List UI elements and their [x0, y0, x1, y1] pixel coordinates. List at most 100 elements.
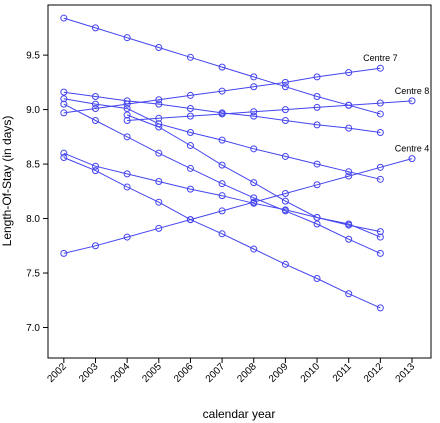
data-point	[376, 228, 384, 236]
series-layer	[60, 14, 416, 312]
data-point	[60, 149, 68, 157]
data-point	[155, 96, 163, 104]
series-6	[60, 100, 384, 257]
data-point	[408, 97, 416, 105]
data-point	[218, 180, 226, 188]
data-point	[123, 170, 131, 178]
series-label: Centre 8	[395, 86, 430, 96]
data-point	[91, 105, 99, 113]
data-point	[313, 121, 321, 129]
data-point	[281, 78, 289, 86]
series-label: Centre 4	[395, 144, 430, 154]
data-point	[186, 142, 194, 150]
series-5	[60, 95, 384, 183]
data-point	[186, 105, 194, 113]
data-point	[60, 109, 68, 117]
y-tick-label: 7.5	[26, 269, 40, 280]
data-point	[313, 181, 321, 189]
x-tick-label: 2011	[331, 361, 354, 384]
x-tick-label: 2008	[235, 361, 259, 385]
y-axis-title: Length-Of-Stay (in days)	[0, 116, 14, 247]
data-point	[250, 73, 258, 81]
series-line	[63, 91, 381, 133]
series-line	[63, 157, 381, 309]
data-point	[376, 128, 384, 136]
data-point	[313, 103, 321, 111]
data-point	[123, 233, 131, 241]
data-point	[345, 290, 353, 298]
data-point	[376, 175, 384, 183]
data-point	[345, 69, 353, 77]
data-point	[123, 183, 131, 191]
data-point	[91, 167, 99, 175]
data-point	[186, 164, 194, 172]
data-point	[186, 91, 194, 99]
data-point	[376, 110, 384, 118]
series-line	[63, 152, 381, 233]
data-point	[123, 34, 131, 42]
data-point	[60, 14, 68, 22]
data-point	[155, 149, 163, 157]
x-tick-label: 2005	[140, 361, 164, 385]
series-2	[60, 64, 384, 117]
data-point	[250, 145, 258, 153]
data-point	[218, 87, 226, 95]
series-4	[60, 88, 384, 136]
data-point	[91, 93, 99, 101]
data-point	[281, 189, 289, 197]
data-point	[155, 43, 163, 51]
x-tick-label: 2007	[204, 361, 228, 385]
series-10	[60, 155, 416, 257]
data-point	[281, 106, 289, 114]
data-point	[313, 160, 321, 168]
data-point	[91, 24, 99, 32]
data-point	[186, 185, 194, 193]
data-point	[281, 83, 289, 91]
data-point	[250, 245, 258, 253]
data-point	[60, 88, 68, 96]
data-point	[123, 97, 131, 105]
series-line	[63, 98, 381, 180]
data-point	[250, 83, 258, 91]
y-tick-label: 9.5	[26, 51, 40, 62]
data-point	[155, 123, 163, 131]
data-point	[345, 235, 353, 243]
data-point	[155, 198, 163, 206]
data-point	[313, 274, 321, 282]
series-label: Centre 7	[363, 53, 398, 63]
data-point	[345, 172, 353, 180]
x-tick-label: 2002	[45, 361, 69, 385]
series-9	[60, 154, 384, 312]
data-point	[123, 116, 131, 124]
data-point	[91, 100, 99, 108]
data-point	[281, 260, 289, 268]
data-point	[281, 152, 289, 160]
x-tick-label: 2012	[362, 361, 386, 385]
data-point	[408, 155, 416, 163]
data-point	[155, 100, 163, 108]
series-3	[123, 97, 416, 124]
series-line	[126, 114, 381, 238]
data-point	[376, 64, 384, 72]
y-axis: 7.0 7.5 8.0 8.5 9.0 9.5	[26, 51, 48, 334]
data-point	[218, 230, 226, 238]
x-tick-label: 2003	[77, 361, 101, 385]
y-tick-label: 8.0	[26, 214, 40, 225]
data-point	[250, 198, 258, 206]
data-point	[218, 207, 226, 215]
data-point	[123, 133, 131, 141]
data-point	[250, 194, 258, 202]
series-line	[63, 17, 381, 115]
data-point	[313, 93, 321, 101]
data-point	[218, 109, 226, 117]
data-point	[313, 220, 321, 228]
data-point	[281, 197, 289, 205]
x-tick-label: 2004	[109, 361, 133, 385]
data-point	[91, 162, 99, 170]
x-tick-label: 2013	[394, 361, 418, 385]
data-point	[376, 99, 384, 107]
data-point	[218, 136, 226, 144]
data-point	[345, 168, 353, 176]
series-labels: Centre 7 Centre 8 Centre 4	[363, 53, 429, 153]
series-1	[60, 14, 384, 118]
